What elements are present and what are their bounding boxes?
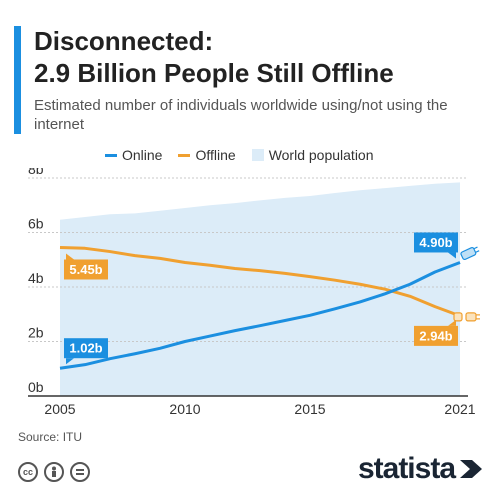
chart-svg: 0b 2b 4b 6b 8b 2005 2010 2015 2021 1.02b 5.45b 4.90… bbox=[28, 161, 480, 417]
license-icons: cc bbox=[18, 462, 96, 482]
cable-plug-icon bbox=[460, 246, 480, 261]
title-line-1: Disconnected: bbox=[34, 26, 214, 56]
online-line bbox=[59, 261, 461, 370]
legend-label-offline: Offline bbox=[195, 147, 236, 163]
y-tick-label: 6b bbox=[28, 216, 44, 232]
annotation-pointer bbox=[66, 253, 74, 260]
legend-swatch-online bbox=[105, 153, 117, 157]
legend-swatch-population bbox=[251, 149, 264, 161]
annotation-box bbox=[414, 232, 458, 253]
y-tick-label: 0b bbox=[28, 379, 44, 395]
broken-cable-icon bbox=[453, 312, 480, 322]
legend-item-online: Online bbox=[105, 147, 162, 163]
chart-subtitle: Estimated number of individuals worldwid… bbox=[34, 97, 448, 133]
x-tick-label: 2015 bbox=[294, 401, 325, 417]
chart-area: 0b 2b 4b 6b 8b 2005 2010 2015 2021 1.02b 5.45b 4.90… bbox=[0, 161, 500, 428]
annotation-box bbox=[64, 259, 108, 280]
chart-title: Disconnected: 2.9 Billion People Still O… bbox=[34, 25, 394, 89]
annotation-label: 1.02b bbox=[69, 341, 102, 356]
annotation-label: 5.45b bbox=[69, 262, 102, 277]
chart-legend: Online Offline World population bbox=[105, 147, 390, 163]
annotation-label: 2.94b bbox=[419, 328, 452, 343]
legend-label-online: Online bbox=[122, 147, 163, 163]
legend-label-population: World population bbox=[268, 147, 374, 163]
annotation-box bbox=[64, 338, 108, 359]
annotation-pointer bbox=[66, 358, 74, 365]
x-tick-label: 2010 bbox=[169, 401, 200, 417]
x-tick-label: 2005 bbox=[44, 401, 75, 417]
legend-item-population: World population bbox=[251, 147, 374, 163]
y-tick-label: 8b bbox=[28, 168, 44, 177]
brand-name: statista bbox=[357, 452, 456, 485]
legend-swatch-offline bbox=[178, 153, 191, 157]
statista-logo-icon bbox=[460, 460, 482, 478]
person-icon[interactable] bbox=[44, 462, 64, 482]
y-tick-label: 4b bbox=[28, 270, 44, 286]
population-area bbox=[60, 182, 460, 396]
title-accent-bar bbox=[14, 26, 21, 134]
title-line-2: 2.9 Billion People Still Offline bbox=[34, 58, 394, 88]
statista-brand[interactable]: statista bbox=[358, 452, 484, 486]
source-note: Source: ITU bbox=[18, 430, 83, 444]
y-tick-label: 2b bbox=[28, 325, 44, 341]
equal-icon[interactable] bbox=[70, 462, 90, 482]
annotation-box bbox=[414, 325, 458, 346]
legend-item-offline: Offline bbox=[178, 147, 236, 163]
annotation-label: 4.90b bbox=[419, 235, 452, 250]
x-tick-label: 2021 bbox=[444, 401, 475, 417]
cc-icon[interactable]: cc bbox=[18, 462, 38, 482]
annotation-pointer bbox=[448, 252, 456, 259]
annotation-pointer bbox=[448, 319, 456, 326]
